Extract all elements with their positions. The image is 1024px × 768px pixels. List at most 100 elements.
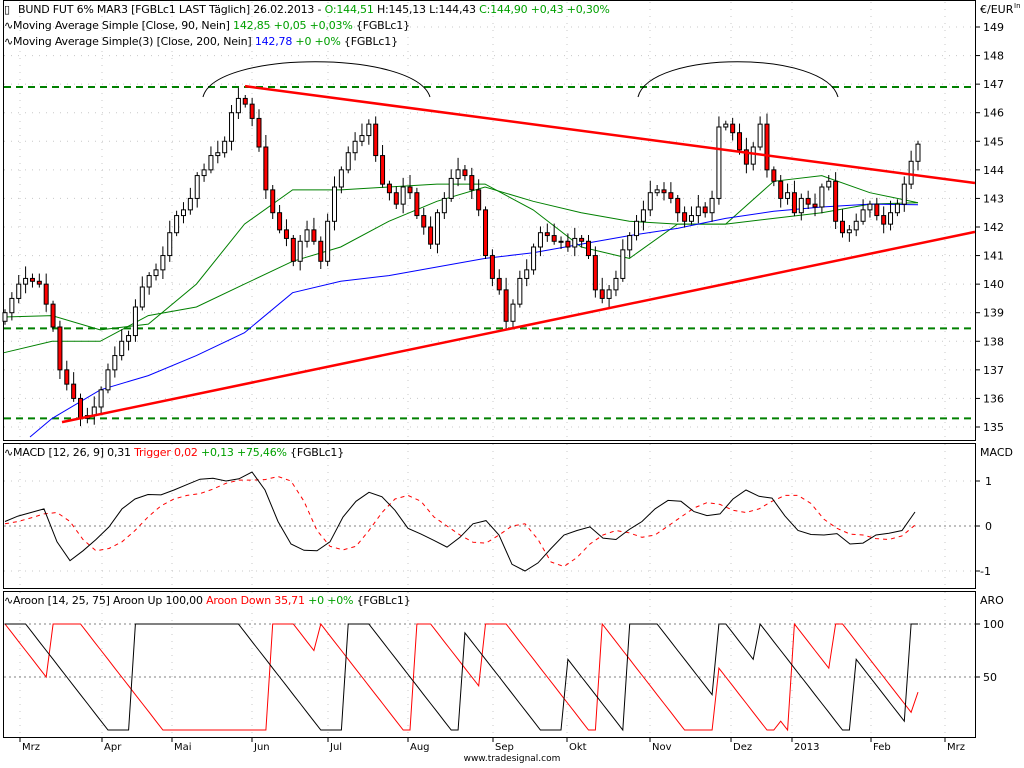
candle-down [496, 277, 502, 291]
candle-up [846, 229, 852, 234]
candle-up [98, 389, 104, 408]
candle-down [551, 235, 557, 242]
candle-down [414, 192, 420, 217]
ma200-change: +0 +0% [295, 35, 341, 48]
candle-up [894, 203, 900, 214]
candle-down [682, 212, 688, 222]
grid [4, 2, 975, 742]
candle-down [565, 240, 571, 248]
candle-down [43, 283, 49, 305]
indicator-wave-icon: ∿ [4, 19, 14, 32]
candle-down [544, 232, 550, 237]
candle-up [537, 232, 543, 248]
candle-down [778, 180, 784, 199]
candle-down [78, 397, 84, 419]
candle-up [297, 240, 303, 262]
candle-up [366, 123, 372, 137]
candle-down [592, 255, 598, 291]
candle-up [654, 189, 660, 194]
candle-up [888, 212, 894, 225]
macd-tick-label: 1 [985, 475, 992, 488]
ma90-value: 142,85 +0,05 +0,03% [233, 19, 353, 32]
candle-up [510, 303, 516, 322]
candle-up [434, 212, 440, 245]
indicator-wave-icon: ∿ [4, 446, 14, 459]
candle-up [325, 220, 331, 262]
candle-up [647, 192, 653, 211]
candle-down [263, 146, 269, 191]
price-tick-label: 145 [983, 135, 1004, 148]
candle-down [743, 149, 749, 165]
horizontal-levels [4, 85, 975, 420]
candle-up [153, 269, 159, 277]
candle-up [359, 135, 365, 142]
candle-down [675, 197, 681, 214]
candle-up [867, 203, 873, 211]
candle-up [572, 237, 578, 248]
candle-up [215, 152, 221, 157]
candle-up [448, 177, 454, 199]
price-tick-label: 136 [983, 392, 1004, 405]
price-tick-label: 143 [983, 192, 1004, 205]
candle-down [407, 186, 413, 194]
candle-up [915, 143, 921, 162]
candle-down [277, 212, 283, 231]
candle-up [332, 186, 338, 222]
price-tick-label: 135 [983, 421, 1004, 434]
aroon-tick-label: 50 [983, 671, 997, 684]
candle-up [16, 283, 22, 299]
month-label: Feb [873, 742, 891, 753]
candle-up [345, 152, 351, 171]
candle-up [723, 123, 729, 128]
candle-down [737, 132, 743, 151]
candle-up [819, 186, 825, 208]
candle-up [126, 335, 132, 342]
candle-up [531, 246, 537, 271]
arc-annotation-left[interactable] [202, 61, 431, 98]
ma200-value: 142,78 [254, 35, 293, 48]
candle-up [222, 140, 228, 154]
price-tick-label: 137 [983, 364, 1004, 377]
candle-up [132, 306, 138, 337]
month-label: Nov [652, 742, 672, 753]
panel-frames [3, 0, 976, 738]
candle-down [881, 215, 887, 225]
aroon-lines [4, 622, 919, 732]
month-label: Sep [495, 742, 514, 753]
candle-down [249, 103, 255, 119]
candle-up [627, 235, 633, 251]
month-label: Jun [253, 742, 270, 753]
month-label: Apr [104, 742, 122, 753]
price-tick-label: 146 [983, 107, 1004, 120]
candle-up [174, 215, 180, 234]
macd-label: MACD [12, 26, 9] 0,31 [13, 446, 131, 459]
instrument-label: BUND FUT 6% MAR3 [FGBLc1 LAST Täglich] 2… [18, 3, 322, 16]
candle-up [2, 312, 8, 322]
candle-up [908, 160, 914, 185]
support-trendline[interactable] [61, 230, 976, 424]
candle-up [187, 197, 193, 211]
aroon-panel-frame [3, 591, 976, 738]
price-tick-label: 141 [983, 250, 1004, 263]
footer-link[interactable]: www.tradesignal.com [463, 754, 561, 764]
candle-up [235, 97, 241, 114]
month-label: Mai [174, 742, 192, 753]
candle-up [695, 206, 701, 217]
candle-up [139, 286, 145, 308]
macd-legend: ∿MACD [12, 26, 9] 0,31 Trigger 0,02 +0,1… [4, 446, 344, 459]
arc-annotation-right[interactable] [637, 61, 839, 98]
trendlines[interactable] [61, 84, 976, 424]
candle-up [180, 209, 186, 217]
candle-up [517, 277, 523, 305]
candles [2, 87, 921, 427]
macd-line [4, 471, 916, 572]
candle-up [105, 369, 111, 391]
price-panel-frame [3, 0, 976, 441]
close-value: C:144,90 +0,43 +0,30% [479, 3, 610, 16]
candle-down [71, 383, 77, 399]
resistance-trendline[interactable] [244, 84, 976, 185]
indicator-wave-icon: ∿ [4, 35, 14, 48]
arc-annotations[interactable] [202, 61, 839, 98]
macd-tick-label: 0 [985, 520, 992, 533]
indicator-wave-icon: ∿ [4, 594, 14, 607]
